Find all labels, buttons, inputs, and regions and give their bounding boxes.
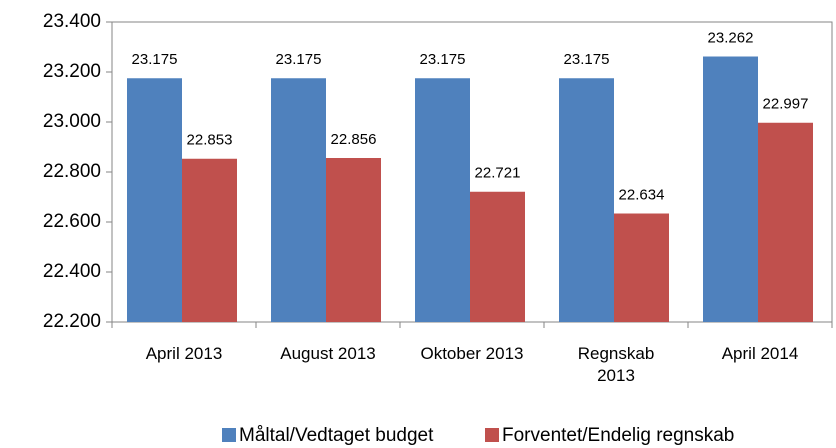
y-tick-label: 22.600 <box>43 211 101 232</box>
bar <box>415 78 470 322</box>
x-tick-label: April 2014 <box>721 344 799 363</box>
y-tick-label: 23.200 <box>43 61 101 82</box>
bar <box>326 158 381 322</box>
legend-label: Måltal/Vedtaget budget <box>239 425 434 446</box>
data-label: 23.175 <box>420 51 466 68</box>
x-tick-label: Oktober 2013 <box>420 344 524 363</box>
bar <box>470 191 525 322</box>
bar <box>703 56 758 322</box>
data-label: 22.856 <box>331 131 377 148</box>
bar <box>559 78 614 322</box>
data-label: 23.175 <box>564 51 610 68</box>
data-label: 23.262 <box>708 29 754 46</box>
data-label: 22.853 <box>187 132 233 149</box>
y-tick-label: 23.000 <box>43 111 101 132</box>
data-label: 22.634 <box>619 186 665 203</box>
bar <box>614 213 669 322</box>
bar <box>758 122 813 322</box>
x-tick-label: April 2013 <box>145 344 223 363</box>
legend-swatch <box>485 428 499 442</box>
bar <box>127 78 182 322</box>
legend-swatch <box>222 428 236 442</box>
legend-label: Forventet/Endelig regnskab <box>502 425 734 446</box>
data-label: 22.721 <box>475 165 521 182</box>
y-tick-label: 22.800 <box>43 161 101 182</box>
data-label: 23.175 <box>132 51 178 68</box>
y-tick-label: 22.400 <box>43 261 101 282</box>
y-tick-label: 23.400 <box>43 11 101 32</box>
data-label: 22.997 <box>763 96 809 113</box>
x-tick-label: August 2013 <box>280 344 376 363</box>
data-label: 23.175 <box>276 51 322 68</box>
bar <box>182 158 237 322</box>
bar <box>271 78 326 322</box>
x-tick-label: Regnskab 2013 <box>577 344 655 385</box>
y-tick-label: 22.200 <box>43 311 101 332</box>
